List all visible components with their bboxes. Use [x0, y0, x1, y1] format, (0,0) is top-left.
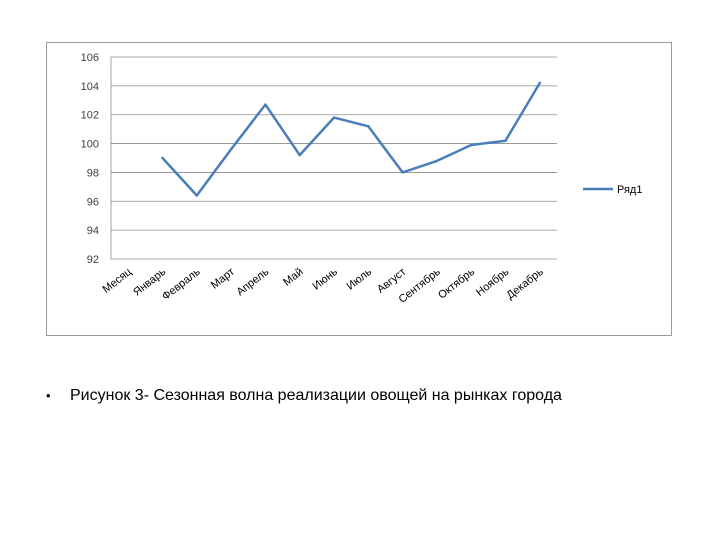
data-point	[195, 194, 198, 197]
x-tick-label: Месяц	[100, 265, 134, 295]
y-tick-label: 92	[87, 254, 99, 266]
y-tick-label: 98	[87, 167, 99, 179]
series-line	[161, 81, 542, 197]
y-tick-label: 106	[81, 52, 99, 64]
data-point	[538, 81, 542, 85]
data-point	[504, 139, 507, 142]
x-tick-label: Март	[209, 266, 237, 292]
x-tick-label: Февраль	[160, 266, 203, 303]
data-point	[367, 125, 370, 128]
data-point	[435, 159, 439, 163]
y-tick-label: 102	[81, 110, 99, 122]
data-point	[332, 116, 336, 119]
legend-label: Ряд1	[617, 184, 642, 196]
data-point	[229, 148, 233, 151]
y-tick-label: 96	[87, 196, 99, 208]
x-tick-label: Октябрь	[436, 266, 477, 302]
data-point	[470, 143, 473, 147]
y-tick-label: 94	[87, 225, 99, 237]
y-tick-label: 100	[81, 139, 99, 151]
y-tick-label: 104	[81, 81, 99, 93]
x-tick-label: Июль	[345, 266, 375, 293]
x-tick-label: Апрель	[234, 266, 271, 299]
data-point	[161, 156, 164, 160]
x-tick-label: Декабрь	[505, 266, 546, 302]
caption-text: Рисунок 3- Сезонная волна реализации ово…	[70, 387, 562, 404]
data-point	[264, 103, 267, 106]
x-tick-label: Июнь	[310, 266, 340, 293]
x-tick-label: Май	[281, 266, 305, 289]
bullet-point: •	[46, 388, 51, 403]
data-point	[298, 153, 301, 157]
data-point	[401, 171, 404, 174]
chart-frame: 92 94 96 98 100 102 104 106 Месяц Январь Февраль М…	[46, 42, 672, 336]
